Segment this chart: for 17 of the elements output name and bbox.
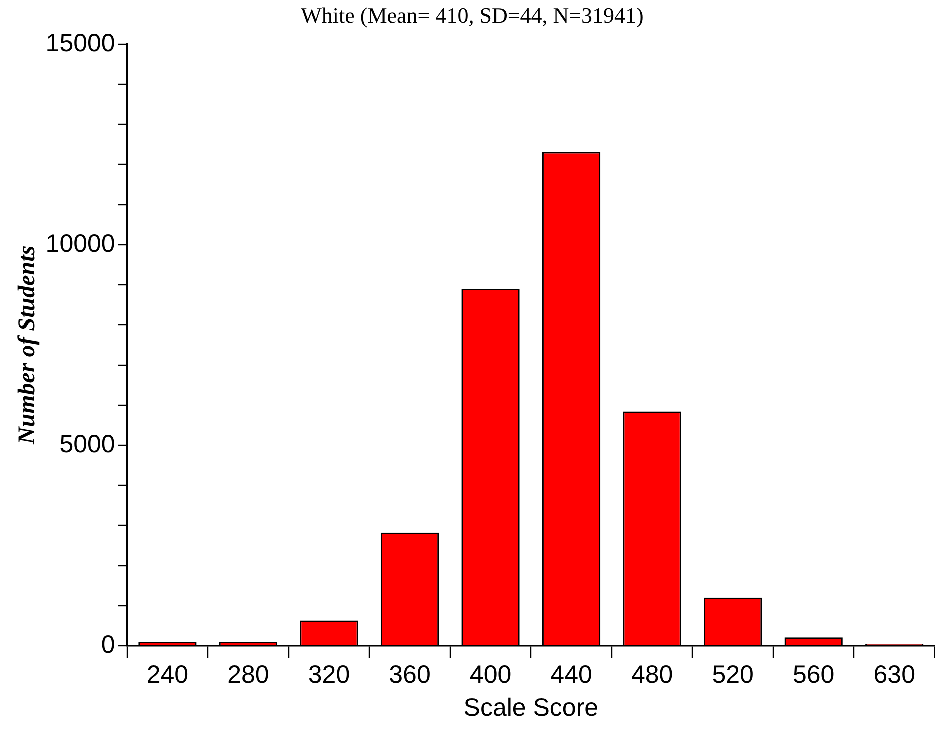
y-tick-label: 15000 — [46, 29, 116, 58]
x-tick-label: 280 — [228, 660, 270, 689]
x-axis-title: Scale Score — [464, 694, 599, 722]
y-axis-title: Number of Students — [14, 246, 41, 446]
x-tick-label: 630 — [874, 660, 916, 689]
x-tick-label: 320 — [308, 660, 350, 689]
x-tick-label: 400 — [470, 660, 512, 689]
x-tick-label: 560 — [792, 660, 835, 689]
y-tick-label: 5000 — [60, 430, 116, 458]
y-tick-label: 0 — [101, 630, 116, 659]
y-tick-label: 10000 — [46, 230, 116, 258]
x-tick-label: 520 — [712, 660, 754, 689]
x-tick-label: 480 — [631, 660, 674, 689]
chart-title: White (Mean= 410, SD=44, N=31941) — [301, 2, 644, 28]
x-tick-label: 360 — [389, 660, 431, 689]
x-tick-label: 440 — [550, 660, 592, 689]
x-tick-label: 240 — [146, 660, 189, 689]
